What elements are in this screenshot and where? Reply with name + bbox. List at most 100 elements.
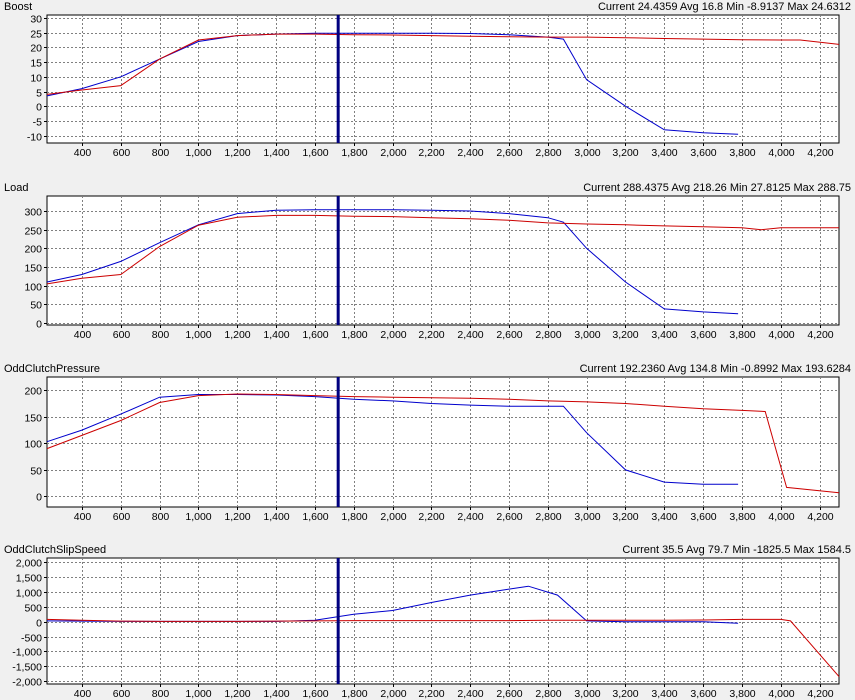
plot-area[interactable] bbox=[46, 195, 840, 326]
stat-max-label: Max bbox=[793, 182, 815, 194]
plot-area[interactable] bbox=[46, 14, 840, 144]
x-tick-label: 2,600 bbox=[496, 147, 522, 159]
x-tick-label: 4,200 bbox=[807, 511, 833, 523]
x-tick-label: 2,400 bbox=[457, 329, 483, 341]
x-tick-label: 1,600 bbox=[302, 329, 328, 341]
chart-panel-1: Load Current 288.4375 Avg 218.26 Min 27.8… bbox=[0, 181, 855, 341]
x-tick-label: 3,800 bbox=[729, 147, 755, 159]
x-tick-label: 1,400 bbox=[263, 688, 289, 700]
x-tick-label: 4,200 bbox=[807, 147, 833, 159]
stat-avg-value: 79.7 bbox=[707, 544, 730, 556]
x-tick-label: 2,200 bbox=[418, 329, 444, 341]
stat-current-label: Current bbox=[579, 363, 617, 375]
stat-min-label: Min bbox=[729, 182, 748, 194]
y-tick-label: -1,000 bbox=[12, 647, 42, 659]
stat-max-value: 193.6284 bbox=[805, 363, 851, 375]
x-tick-label: 1,200 bbox=[224, 147, 250, 159]
stat-current-value: 24.4359 bbox=[637, 1, 678, 13]
x-tick-label: 3,800 bbox=[729, 329, 755, 341]
x-tick-label: 3,400 bbox=[651, 511, 677, 523]
x-tick-label: 600 bbox=[113, 511, 131, 523]
stat-max-label: Max bbox=[787, 1, 809, 13]
chart-panel-3: OddClutchSlipSpeed Current 35.5 Avg 79.7 … bbox=[0, 543, 855, 700]
x-tick-label: 1,000 bbox=[185, 329, 211, 341]
panel-header: OddClutchPressure Current 192.2360 Avg 13… bbox=[0, 362, 855, 376]
x-tick-label: 3,000 bbox=[574, 329, 600, 341]
x-tick-label: 3,600 bbox=[690, 147, 716, 159]
panel-title: Boost bbox=[4, 1, 33, 13]
y-tick-label: 50 bbox=[30, 466, 42, 478]
x-tick-label: 400 bbox=[74, 147, 92, 159]
y-tick-label: 0 bbox=[36, 492, 42, 504]
y-tick-label: -2,000 bbox=[12, 677, 42, 689]
y-tick-label: 0 bbox=[36, 618, 42, 630]
panel-stats: Current 24.4359 Avg 16.8 Min -8.9137 Max… bbox=[598, 0, 851, 14]
y-tick-label: 0 bbox=[36, 319, 42, 331]
x-tick-label: 4,000 bbox=[768, 688, 794, 700]
x-tick-label: 1,800 bbox=[341, 147, 367, 159]
y-tick-label: 100 bbox=[24, 439, 42, 451]
x-tick-label: 1,200 bbox=[224, 511, 250, 523]
y-tick-label: 200 bbox=[24, 386, 42, 398]
stat-max-value: 1584.5 bbox=[817, 544, 851, 556]
x-tick-label: 1,400 bbox=[263, 329, 289, 341]
y-tick-label: 150 bbox=[24, 263, 42, 275]
series-line-blue bbox=[46, 394, 739, 485]
x-tick-label: 2,000 bbox=[380, 329, 406, 341]
x-tick-label: 2,800 bbox=[535, 511, 561, 523]
y-tick-label: 1,000 bbox=[16, 588, 42, 600]
chart-svg: 0 50 100 150 200 400 600 800 1,000 1,200 1,400 1,60… bbox=[24, 376, 840, 523]
y-tick-label: 20 bbox=[30, 43, 42, 55]
x-tick-label: 2,600 bbox=[496, 511, 522, 523]
x-tick-label: 1,000 bbox=[185, 511, 211, 523]
stat-avg-value: 218.26 bbox=[693, 182, 727, 194]
x-tick-label: 600 bbox=[113, 688, 131, 700]
x-tick-label: 1,600 bbox=[302, 688, 328, 700]
x-tick-label: 2,200 bbox=[418, 511, 444, 523]
x-tick-label: 3,000 bbox=[574, 147, 600, 159]
stat-min-label: Min bbox=[720, 363, 738, 375]
stat-max-label: Max bbox=[781, 363, 803, 375]
x-tick-label: 1,000 bbox=[185, 688, 211, 700]
x-tick-label: 1,800 bbox=[341, 329, 367, 341]
panel-stats: Current 288.4375 Avg 218.26 Min 27.8125 … bbox=[583, 181, 851, 195]
chart-panel-0: Boost Current 24.4359 Avg 16.8 Min -8.913… bbox=[0, 0, 855, 159]
x-tick-label: 3,000 bbox=[574, 511, 600, 523]
panel-stats: Current 192.2360 Avg 134.8 Min -0.8992 M… bbox=[580, 362, 851, 376]
x-tick-label: 600 bbox=[113, 329, 131, 341]
x-tick-label: 1,800 bbox=[341, 511, 367, 523]
x-tick-label: 800 bbox=[152, 329, 170, 341]
y-tick-label: 250 bbox=[24, 226, 42, 238]
x-tick-label: 1,200 bbox=[224, 329, 250, 341]
stat-min-value: -0.8992 bbox=[740, 363, 779, 375]
x-tick-label: 800 bbox=[152, 511, 170, 523]
y-tick-label: -10 bbox=[27, 132, 42, 144]
stat-avg-value: 16.8 bbox=[701, 1, 724, 13]
x-tick-label: 3,600 bbox=[690, 511, 716, 523]
panel-header: Load Current 288.4375 Avg 218.26 Min 27.8… bbox=[0, 181, 855, 195]
x-tick-label: 1,600 bbox=[302, 147, 328, 159]
stat-min-value: -8.9137 bbox=[747, 1, 785, 13]
panel-stats: Current 35.5 Avg 79.7 Min -1825.5 Max 15… bbox=[622, 543, 851, 557]
x-tick-label: 3,200 bbox=[612, 511, 638, 523]
x-tick-label: 4,000 bbox=[768, 329, 794, 341]
stat-current-label: Current bbox=[622, 544, 660, 556]
stat-current-label: Current bbox=[583, 182, 620, 194]
chart-svg: -10 -5 0 5 10 15 20 25 30 400 600 800 1,000 1,200 1,40… bbox=[27, 14, 840, 159]
x-tick-label: 4,000 bbox=[768, 147, 794, 159]
stat-current-label: Current bbox=[597, 1, 635, 13]
stat-min-label: Min bbox=[732, 544, 751, 556]
y-tick-label: 500 bbox=[24, 603, 42, 615]
x-tick-label: 3,600 bbox=[690, 329, 716, 341]
panel-title: OddClutchSlipSpeed bbox=[4, 544, 107, 556]
panel-header: Boost Current 24.4359 Avg 16.8 Min -8.913… bbox=[0, 0, 855, 14]
x-tick-label: 3,200 bbox=[612, 688, 638, 700]
series-line-red bbox=[46, 33, 840, 95]
x-tick-label: 1,400 bbox=[263, 147, 289, 159]
x-tick-label: 1,800 bbox=[341, 688, 367, 700]
stat-avg-label: Avg bbox=[679, 1, 699, 13]
x-tick-label: 2,400 bbox=[457, 511, 483, 523]
x-tick-label: 2,400 bbox=[457, 688, 483, 700]
x-tick-label: 2,000 bbox=[380, 147, 406, 159]
series-line-red bbox=[46, 214, 839, 285]
